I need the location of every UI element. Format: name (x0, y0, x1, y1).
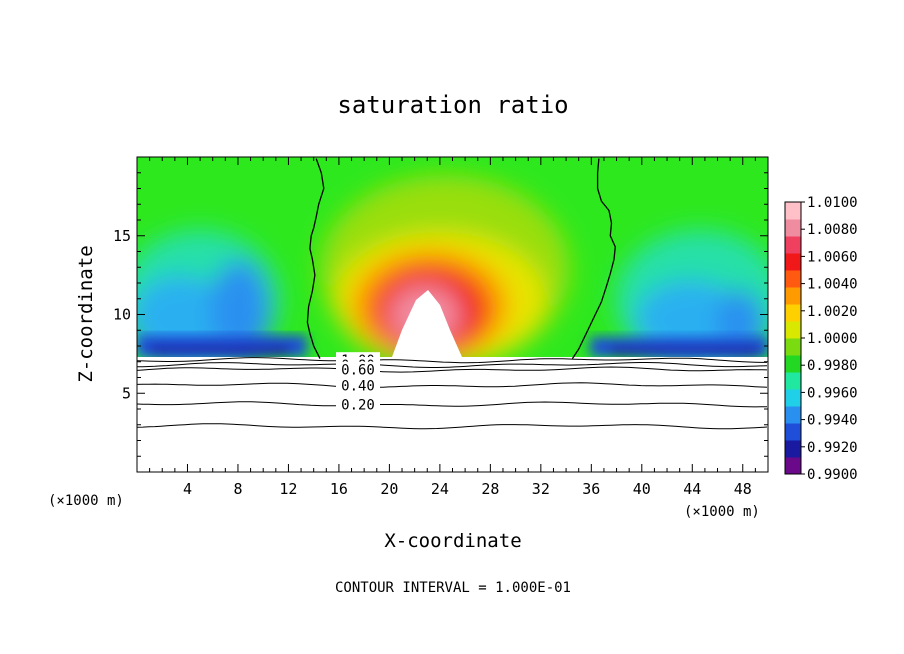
colorbar-swatch (785, 321, 801, 339)
contour-line (137, 382, 768, 388)
x-tick-label: 32 (532, 480, 550, 498)
contour-line (137, 423, 768, 430)
contour-line (137, 362, 768, 368)
contour-label: 0.20 (341, 397, 375, 413)
contour-interval-note: CONTOUR INTERVAL = 1.000E-01 (335, 580, 571, 596)
x-tick-label: 20 (380, 480, 398, 498)
dry-low-band (137, 335, 768, 357)
contour-line (137, 357, 767, 364)
colorbar-swatch (785, 253, 801, 271)
x-tick-label: 48 (734, 480, 752, 498)
below-boundary-clear (137, 357, 768, 472)
x-axis-label: X-coordinate (384, 530, 521, 552)
colorbar-label: 0.9940 (807, 413, 858, 429)
y-tick-label: 10 (113, 306, 131, 324)
colorbar: 0.9900 0.9920 0.9940 0.9960 0.9980 1.0000 1.00… (784, 195, 858, 483)
x-tick-label: 24 (431, 480, 449, 498)
x-tick-label: 8 (233, 480, 242, 498)
colorbar-swatch (785, 423, 801, 441)
clear-region-lines (306, 158, 616, 359)
x-unit-label: (×1000 m) (684, 504, 760, 520)
contour-line (137, 401, 768, 408)
contour-label-bg (336, 396, 380, 411)
colorbar-label: 0.9900 (807, 467, 858, 483)
colorbar-swatch (785, 355, 801, 373)
clear-region-line (306, 158, 325, 359)
y-unit-label: (×1000 m) (48, 493, 124, 509)
colorbar-label: 1.0020 (807, 304, 858, 320)
colorbar-swatch (785, 338, 801, 356)
x-tick-label: 28 (481, 480, 499, 498)
colorbar-label: 1.0060 (807, 249, 858, 265)
saturated-core (392, 290, 462, 357)
contour-label: 0.60 (341, 363, 375, 379)
colorbar-swatch (785, 372, 801, 390)
x-tick-label: 40 (633, 480, 651, 498)
colorbar-swatch (785, 389, 801, 407)
colorbar-swatch (785, 202, 801, 220)
x-tick-label: 44 (683, 480, 701, 498)
colorbar-label: 1.0040 (807, 277, 858, 293)
y-tick-label: 15 (113, 227, 131, 245)
y-tick-label: 5 (122, 384, 131, 402)
colorbar-swatch (785, 270, 801, 288)
x-tick-label: 36 (582, 480, 600, 498)
colorbar-label: 0.9960 (807, 385, 858, 401)
colorbar-label: 1.0000 (807, 331, 858, 347)
colorbar-swatch (785, 236, 801, 254)
colorbar-swatch (785, 440, 801, 458)
x-tick-label: 16 (330, 480, 348, 498)
contour-label-bg (336, 377, 380, 392)
colorbar-swatch (785, 457, 801, 475)
contour-label: 0.40 (341, 378, 375, 394)
clear-region-line (571, 158, 616, 359)
y-axis-ticks: 5 10 15 (113, 172, 768, 457)
colorbar-swatch (785, 406, 801, 424)
colorbar-label: 1.0080 (807, 222, 858, 238)
colorbar-label: 1.0100 (807, 195, 858, 211)
chart-title: saturation ratio (337, 91, 568, 119)
x-tick-label: 12 (279, 480, 297, 498)
colorbar-label: 0.9980 (807, 358, 858, 374)
contour-label-bg (336, 361, 380, 376)
x-axis-ticks: 4 8 12 16 20 24 28 32 36 40 44 48 (149, 157, 756, 498)
colorbar-swatch (785, 287, 801, 305)
colorbar-swatch (785, 219, 801, 237)
contour-line (137, 366, 768, 373)
colorbar-label: 0.9920 (807, 440, 858, 456)
contour-lines: 1.000.800.600.400.20 (137, 352, 768, 430)
heatmap-field: 1.000.800.600.400.20 (137, 157, 768, 472)
colorbar-swatch (785, 304, 801, 322)
x-tick-label: 4 (183, 480, 192, 498)
y-axis-label: Z-coordinate (75, 245, 97, 382)
central-supersaturated-plume (320, 175, 570, 368)
